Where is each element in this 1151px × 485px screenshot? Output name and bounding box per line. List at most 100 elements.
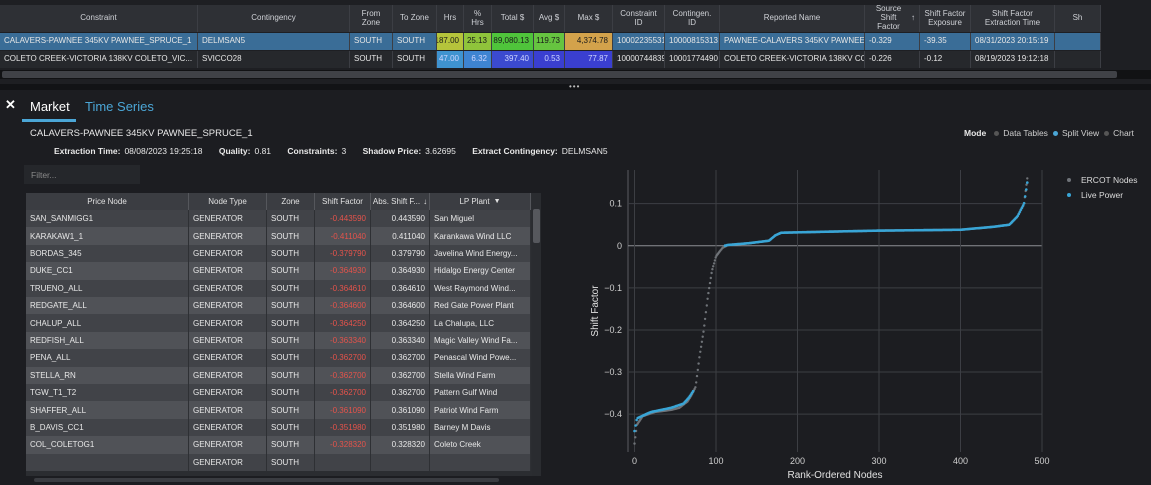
table-row[interactable]: SAN_SANMIGG1 GENERATOR SOUTH -0.443590 0.443… [26, 210, 531, 228]
table-row[interactable]: PENA_ALL GENERATOR SOUTH -0.362700 0.362700 P… [26, 349, 531, 367]
close-icon[interactable]: ✕ [5, 97, 16, 112]
column-header[interactable]: From Zone [350, 5, 393, 32]
radio-selected-icon[interactable] [1052, 130, 1058, 136]
column-header[interactable]: Source Shift Factor ↑ [865, 5, 920, 32]
table-row[interactable]: SHAFFER_ALL GENERATOR SOUTH -0.361090 0.3610… [26, 401, 531, 419]
column-header[interactable]: Shift Factor [315, 193, 371, 210]
column-header[interactable]: Shift Factor Exposure [920, 5, 971, 32]
cell-shift-factor: -0.443590 [315, 210, 371, 228]
cell-abs-shift-factor: 0.364930 [371, 262, 430, 280]
constraints-grid-scrollbar[interactable] [0, 70, 1151, 79]
scrollbar-thumb[interactable] [2, 71, 1117, 78]
column-header[interactable]: Constraint ID [613, 5, 665, 32]
column-header[interactable]: Hrs [437, 5, 464, 32]
cell-zone: SOUTH [267, 366, 315, 384]
tab-market[interactable]: Market [30, 99, 70, 114]
column-header[interactable]: % Hrs [464, 5, 492, 32]
filter-input[interactable] [24, 165, 140, 184]
table-row[interactable]: COL_COLETOG1 GENERATOR SOUTH -0.328320 0.328… [26, 436, 531, 454]
cell-zone: SOUTH [267, 401, 315, 419]
cell-node-type: GENERATOR [189, 418, 267, 437]
column-header[interactable]: Reported Name [720, 5, 865, 32]
cell-node-type: GENERATOR [189, 453, 267, 471]
column-header[interactable]: Price Node [26, 193, 189, 210]
constraints-row-selected[interactable]: CALAVERS-PAWNEE 345KV PAWNEE_SPRUCE_1 DEL… [0, 33, 1101, 50]
cell-price-node: SHAFFER_ALL [26, 401, 189, 419]
splitter-grip-icon[interactable]: ••• [569, 82, 581, 91]
x-tick-label: 200 [790, 456, 805, 466]
table-row[interactable]: KARAKAW1_1 GENERATOR SOUTH -0.411040 0.41104… [26, 227, 531, 245]
column-header[interactable]: Node Type [189, 193, 267, 210]
cell-shift-factor: -0.364600 [315, 297, 371, 315]
cell-abs-shift-factor: 0.361090 [371, 401, 430, 419]
data-point [712, 265, 715, 268]
radio-icon[interactable] [994, 130, 1000, 136]
mode-option-split-view[interactable]: Split View [1052, 128, 1100, 138]
cell-abs-shift-factor [371, 453, 430, 471]
mode-option-label: Split View [1061, 128, 1100, 138]
table-row[interactable]: CHALUP_ALL GENERATOR SOUTH -0.364250 0.36425… [26, 314, 531, 332]
mode-option-chart[interactable]: Chart [1104, 128, 1134, 138]
table-row[interactable]: REDGATE_ALL GENERATOR SOUTH -0.364600 0.3646… [26, 297, 531, 315]
column-header[interactable]: To Zone [393, 5, 437, 32]
mode-option-data-tables[interactable]: Data Tables [994, 128, 1048, 138]
table-row[interactable]: TRUENO_ALL GENERATOR SOUTH -0.364610 0.36461… [26, 279, 531, 297]
table-row[interactable]: STELLA_RN GENERATOR SOUTH -0.362700 0.362700… [26, 366, 531, 384]
column-header[interactable]: Abs. Shift F... ↓ [371, 193, 430, 210]
sort-desc-icon[interactable]: ↓ [423, 197, 428, 206]
radio-icon[interactable] [1104, 130, 1110, 136]
x-tick-label: 300 [871, 456, 886, 466]
mode-selector: Mode Data Tables Split View Chart [964, 128, 1139, 138]
cell-price-node: CHALUP_ALL [26, 314, 189, 332]
cell-shift-factor: -0.364250 [315, 314, 371, 332]
legend-item-live-power[interactable]: Live Power [1064, 187, 1138, 202]
cell-abs-shift-factor: 0.443590 [371, 210, 430, 228]
node-table-scrollbar[interactable] [532, 193, 541, 476]
cell-abs-shift-factor: 0.362700 [371, 366, 430, 384]
constraints-row[interactable]: COLETO CREEK-VICTORIA 138KV COLETO_VIC..… [0, 51, 1101, 68]
cell-shift-factor: -0.362700 [315, 366, 371, 384]
tab-time-series[interactable]: Time Series [85, 99, 154, 114]
cell-source-sf: -0.329 [865, 33, 920, 50]
data-point [699, 350, 702, 353]
cell-max: 77.87 [565, 51, 613, 68]
table-row[interactable]: DUKE_CC1 GENERATOR SOUTH -0.364930 0.364930 H… [26, 262, 531, 280]
cell-abs-shift-factor: 0.362700 [371, 349, 430, 367]
legend-item-ercot-nodes[interactable]: ERCOT Nodes [1064, 172, 1138, 187]
table-row[interactable]: REDFISH_ALL GENERATOR SOUTH -0.363340 0.3633… [26, 331, 531, 350]
filter-funnel-icon[interactable]: ▼ [493, 198, 501, 205]
table-row[interactable]: GENERATOR SOUTH [26, 453, 531, 471]
node-table-horizontal-scrollbar[interactable] [34, 478, 499, 482]
cell-to-zone: SOUTH [393, 51, 437, 68]
data-point [709, 276, 712, 280]
active-tab-indicator [22, 119, 76, 122]
table-row[interactable]: BORDAS_345 GENERATOR SOUTH -0.379790 0.37979… [26, 244, 531, 263]
column-header[interactable]: Total $ [492, 5, 534, 32]
column-header[interactable]: LP Plant ▼ [430, 193, 531, 210]
x-tick-label: 0 [632, 456, 637, 466]
shift-factor-chart[interactable]: 0.1 0 −0.1 −0.2 −0.3 −0.4 0 100 200 300 400 500 Rank… [580, 165, 1151, 485]
table-row[interactable]: B_DAVIS_CC1 GENERATOR SOUTH -0.351980 0.3519… [26, 418, 531, 437]
data-point [634, 424, 637, 427]
column-header[interactable]: Constraint [0, 5, 198, 32]
panel-splitter[interactable] [0, 84, 1151, 90]
column-header[interactable]: Contingen. ID [665, 5, 720, 32]
cell-abs-shift-factor: 0.362700 [371, 384, 430, 402]
cell-price-node: COL_COLETOG1 [26, 436, 189, 454]
constraints-grid: Constraint Contingency From Zone To Zone Hrs… [0, 0, 1151, 84]
column-header[interactable]: Sh [1055, 5, 1101, 32]
table-row[interactable]: TGW_T1_T2 GENERATOR SOUTH -0.362700 0.362700… [26, 384, 531, 402]
sort-asc-icon[interactable]: ↑ [911, 13, 915, 23]
column-header[interactable]: Zone [267, 193, 315, 210]
column-header[interactable]: Avg $ [534, 5, 565, 32]
cell-sf-exposure: -0.12 [920, 51, 971, 68]
data-point [1025, 183, 1028, 186]
cell-to-zone: SOUTH [393, 33, 437, 50]
cell-hrs: 47.00 [437, 51, 464, 68]
scrollbar-thumb[interactable] [533, 209, 540, 243]
column-header[interactable]: Contingency [198, 5, 350, 32]
cell-lp-plant [430, 453, 531, 471]
column-header[interactable]: Max $ [565, 5, 613, 32]
data-point [708, 286, 711, 290]
column-header[interactable]: Shift Factor Extraction Time [971, 5, 1055, 32]
